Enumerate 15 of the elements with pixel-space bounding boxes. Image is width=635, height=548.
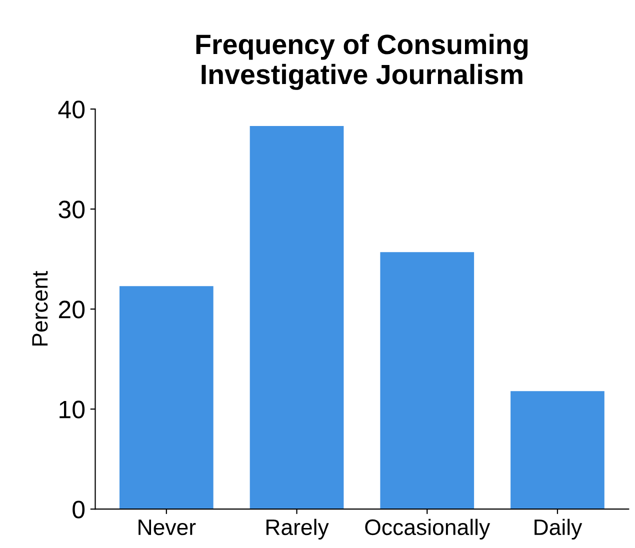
- y-tick-label: 30: [58, 200, 85, 218]
- bar: [250, 126, 344, 510]
- bar: [119, 286, 214, 510]
- y-tick-label: 10: [60, 400, 85, 418]
- y-tick-label: 20: [58, 300, 85, 318]
- x-tick-label: Rarely: [266, 518, 329, 540]
- x-tick-label: Occasionally: [365, 518, 490, 540]
- bar: [510, 391, 604, 510]
- y-tick-label: 0: [72, 500, 85, 518]
- y-tick-label: 40: [58, 100, 85, 118]
- bar: [380, 252, 474, 510]
- y-axis-title: Percent: [32, 270, 48, 346]
- x-tick-label: Daily: [534, 518, 582, 540]
- chart-title: Frequency of Consuming Investigative Journalism: [196, 34, 528, 90]
- x-tick-label: Never: [138, 520, 196, 536]
